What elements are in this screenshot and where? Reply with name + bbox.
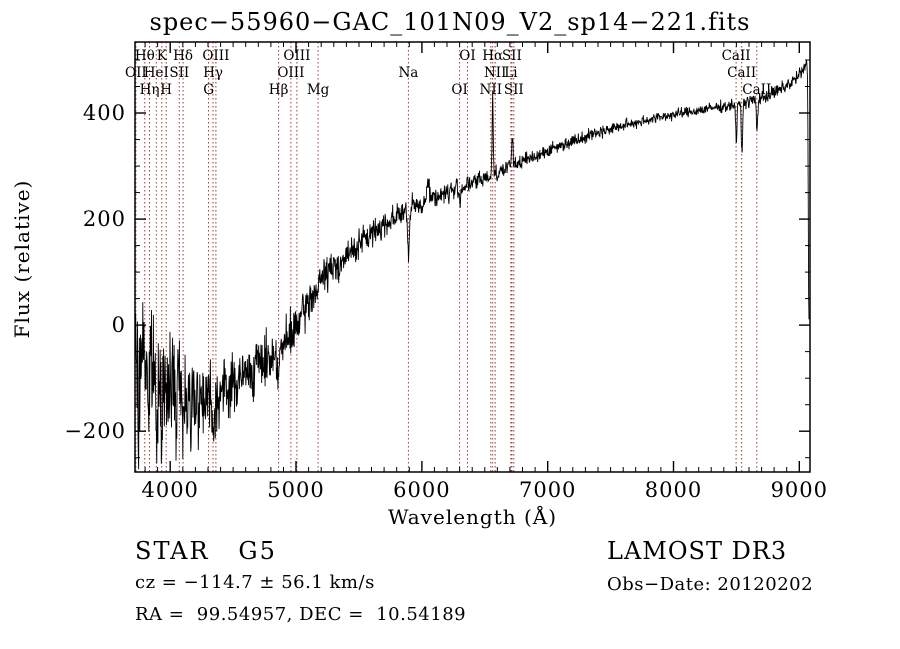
- line-label: Li: [504, 65, 518, 81]
- x-tick-label: 9000: [771, 478, 828, 502]
- page-title: spec−55960−GAC_101N09_V2_sp14−221.fits: [149, 8, 751, 36]
- line-label: CaII: [727, 65, 756, 81]
- line-label: Hα: [482, 48, 503, 64]
- x-tick-label: 4000: [141, 478, 198, 502]
- line-label: SII: [502, 48, 522, 64]
- line-label: Na: [398, 65, 418, 81]
- line-label: K: [157, 48, 168, 64]
- line-label: SII: [504, 82, 524, 98]
- y-tick-label: 400: [83, 101, 126, 125]
- survey-release-label: LAMOST DR3: [607, 537, 788, 565]
- line-label: CaII: [742, 82, 771, 98]
- line-label: OII: [125, 65, 147, 81]
- object-class-label: STAR G5: [135, 537, 277, 565]
- y-tick-label: 200: [83, 207, 126, 231]
- x-tick-label: 6000: [393, 478, 450, 502]
- line-label: OI: [451, 82, 467, 98]
- line-label: OIII: [277, 65, 304, 81]
- line-label: Hδ: [173, 48, 193, 64]
- x-tick-label: 5000: [267, 478, 324, 502]
- line-label: Mg: [307, 82, 330, 98]
- x-tick-label: 7000: [519, 478, 576, 502]
- radial-velocity-text: cz = −114.7 ± 56.1 km/s: [135, 572, 375, 593]
- x-axis-label: Wavelength (Å): [387, 505, 558, 529]
- line-label: NII: [484, 65, 506, 81]
- spectrum-trace: [134, 59, 810, 470]
- line-label: OI: [459, 48, 475, 64]
- line-label: NII: [480, 82, 502, 98]
- line-label: SII: [169, 65, 189, 81]
- line-label: G: [203, 82, 214, 98]
- y-tick-label: −200: [64, 419, 126, 443]
- line-label: Hη: [140, 82, 160, 98]
- line-label: OIII: [283, 48, 310, 64]
- line-label: HeI: [144, 65, 169, 81]
- x-tick-label: 8000: [645, 478, 702, 502]
- y-tick-label: 0: [112, 313, 126, 337]
- line-label: CaII: [722, 48, 751, 64]
- line-label: Hγ: [203, 65, 223, 81]
- obs-date-text: Obs−Date: 20120202: [607, 574, 814, 595]
- line-label: H: [160, 82, 172, 98]
- line-label: OIII: [202, 48, 229, 64]
- line-label: Hβ: [269, 82, 289, 98]
- line-label: Hθ: [135, 48, 155, 64]
- ra-dec-text: RA = 99.54957, DEC = 10.54189: [135, 604, 467, 625]
